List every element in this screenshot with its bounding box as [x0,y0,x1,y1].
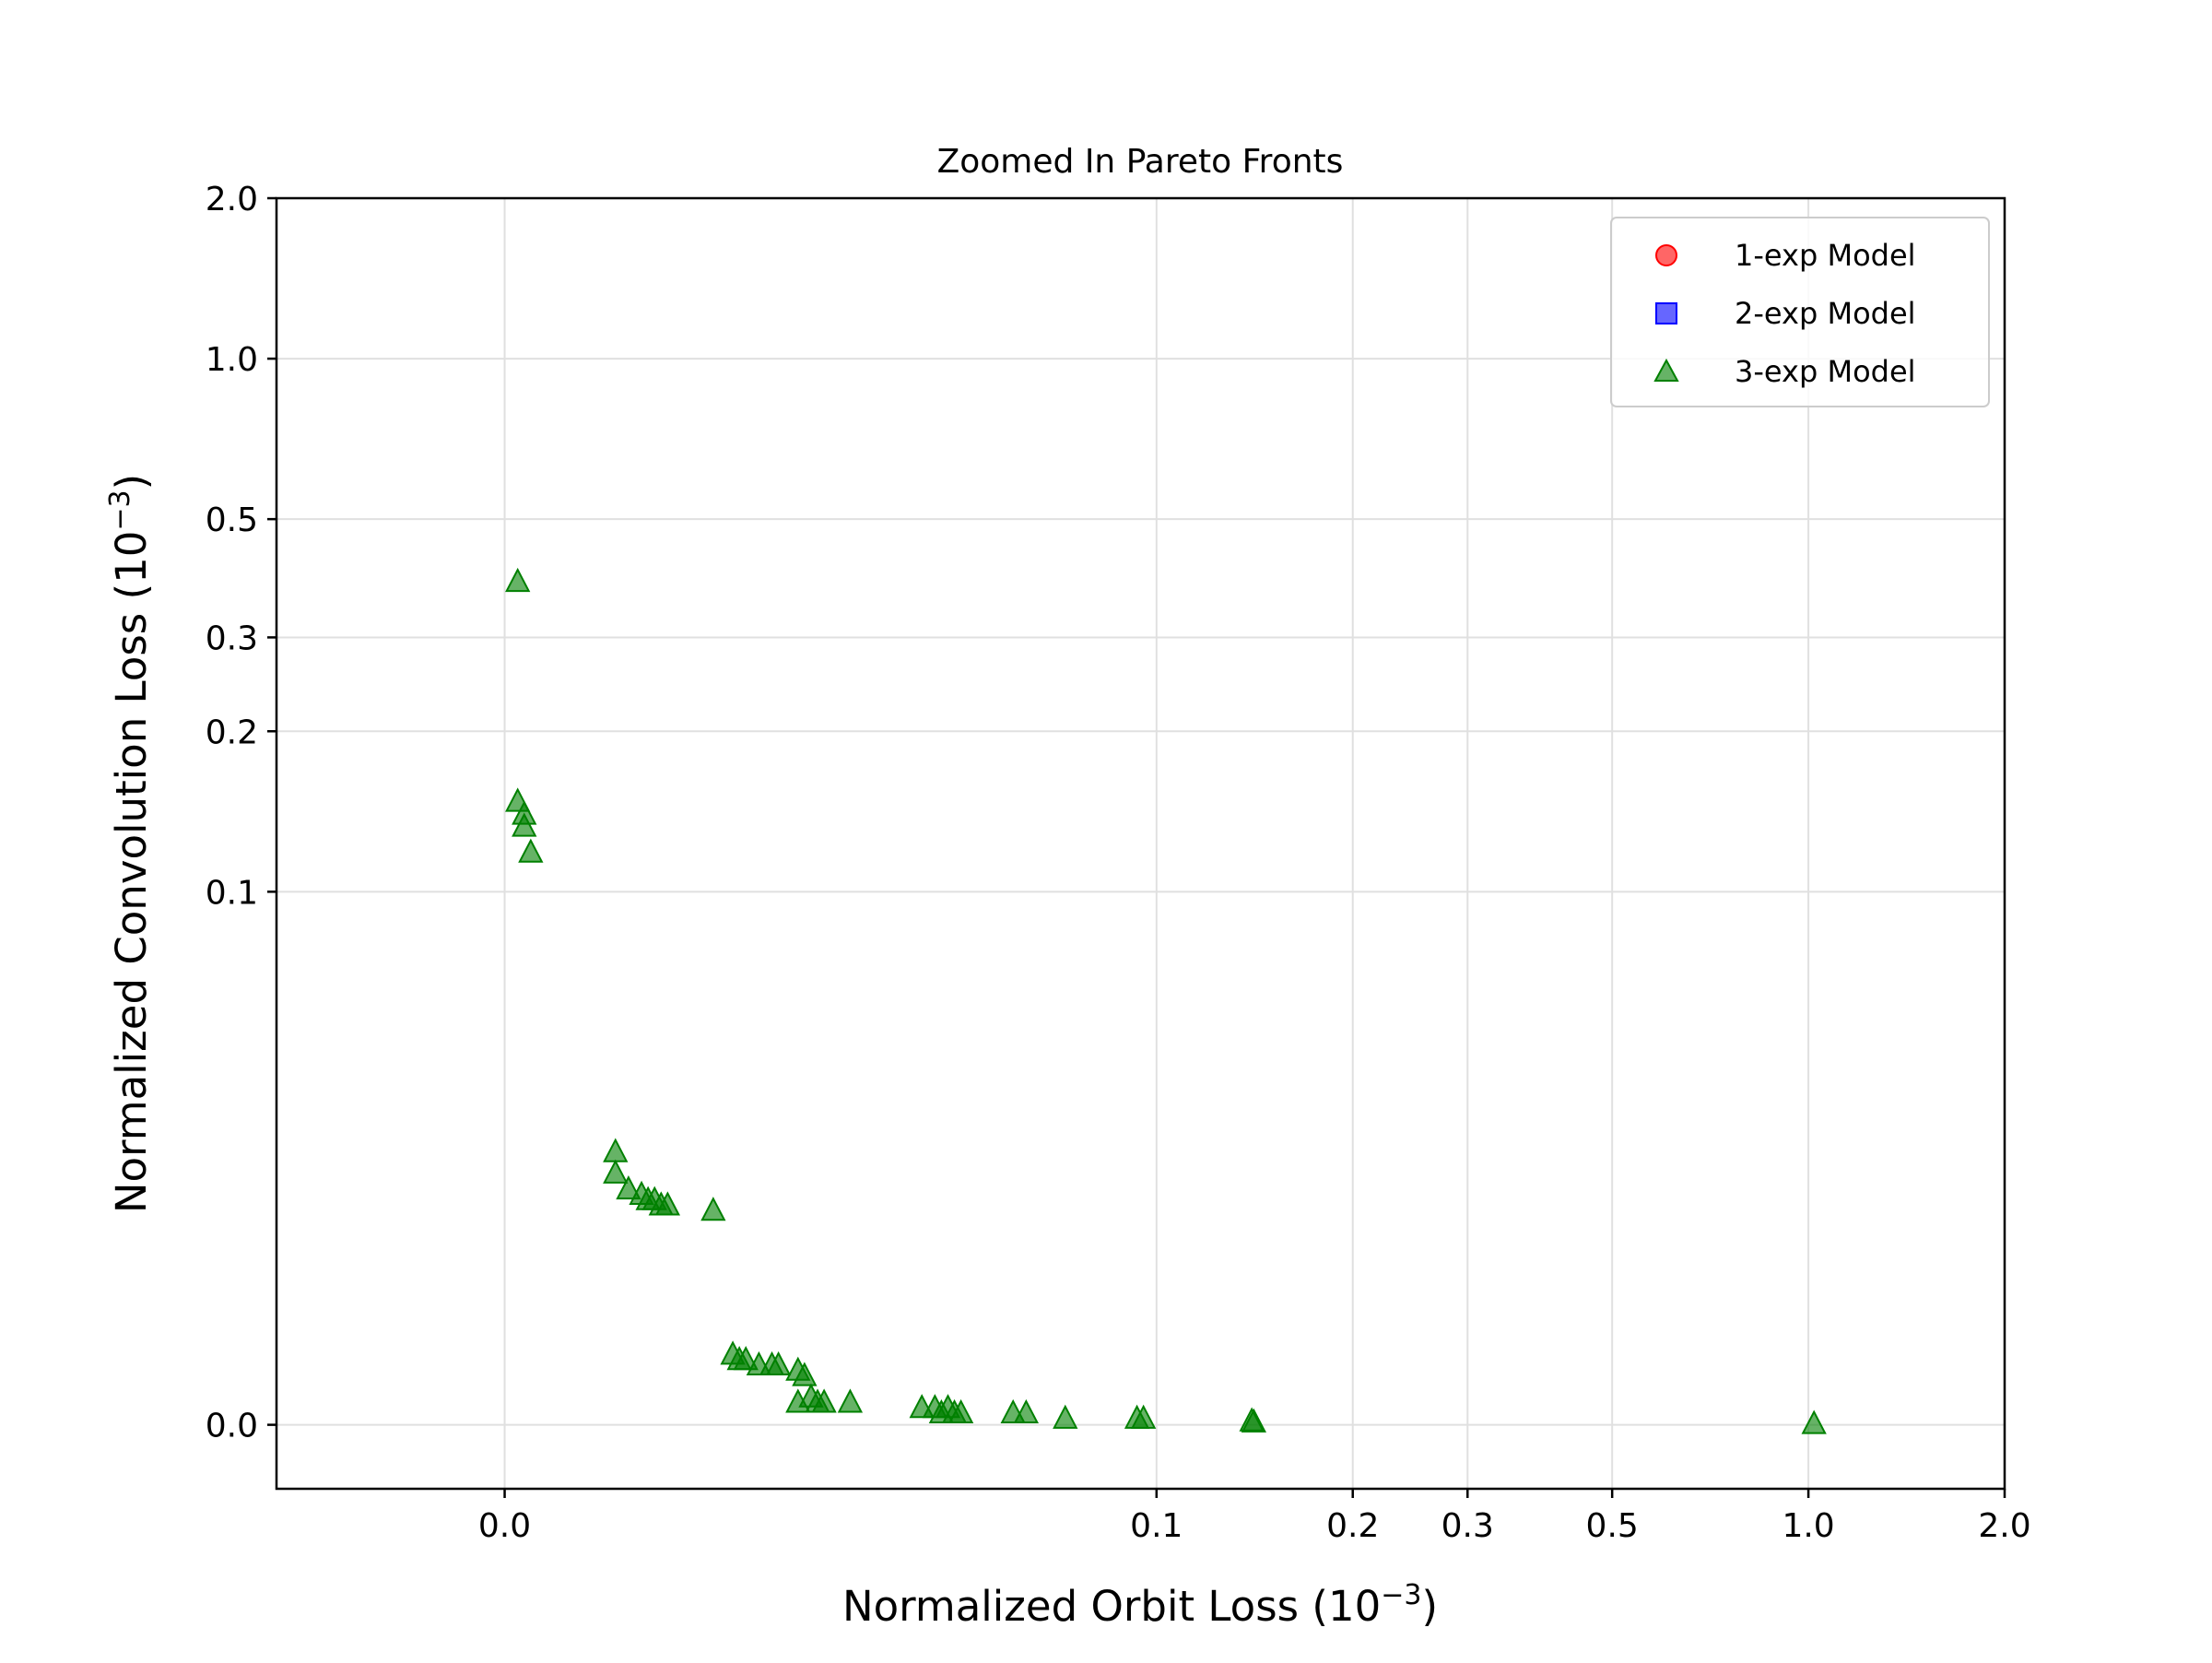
y-tick-label: 0.5 [206,501,258,539]
x-tick-label: 0.2 [1326,1507,1379,1545]
legend-marker-2-exp [1655,302,1677,324]
data-point-3-exp-model [512,812,537,837]
legend-label-1-exp: 1-exp Model [1735,238,1916,273]
data-point-3-exp-model [837,1388,864,1413]
x-tick-label: 0.3 [1441,1507,1494,1545]
data-point-3-exp-model [700,1197,726,1221]
x-tick-label: 2.0 [1978,1507,2030,1545]
data-points [505,567,1827,1434]
data-point-3-exp-model [733,1346,759,1371]
data-point-3-exp-model [616,1175,641,1200]
plot-frame [275,196,2006,1491]
chart-title: Zoomed In Pareto Fronts [937,143,1344,181]
legend-label-2-exp: 2-exp Model [1735,296,1916,331]
data-point-3-exp-model [1053,1404,1078,1429]
x-axis-label-text: Normalized Orbit Loss (10 [842,1582,1381,1631]
data-point-3-exp-model [765,1350,792,1375]
data-point-3-exp-model [792,1362,818,1386]
y-axis-label: Normalized Convolution Loss (10−3) [104,474,156,1213]
y-tick-label: 0.0 [206,1408,258,1445]
y-tick-label: 0.3 [206,619,258,657]
data-point-3-exp-model [1241,1408,1267,1433]
data-point-3-exp-model [1013,1398,1040,1424]
legend-marker-3-exp [1653,358,1679,382]
x-tick-label: 0.5 [1586,1507,1639,1545]
y-tick-label: 0.1 [206,874,258,912]
x-tick-label: 1.0 [1782,1507,1834,1545]
x-tick-label: 0.0 [478,1507,531,1545]
data-point-3-exp-model [947,1398,974,1424]
y-tick-label: 2.0 [206,181,258,218]
y-tick-label: 0.2 [206,714,258,751]
data-point-3-exp-model [603,1159,629,1184]
y-tick-label: 1.0 [206,341,258,379]
legend-box [1610,217,1990,407]
x-axis-label: Normalized Orbit Loss (10−3) [842,1579,1438,1631]
axis-ticks: 0.0 0.1 0.2 0.3 0.5 1.0 2.0 0.0 0.1 0.2 0.3 0.5 1.0 2… [206,181,2031,1545]
x-axis-close-paren: ) [1421,1582,1438,1631]
y-axis-close-paren: ) [107,474,156,490]
x-axis-exponent: −3 [1381,1579,1421,1611]
y-axis-exponent: −3 [104,489,136,530]
x-tick-label: 0.1 [1130,1507,1182,1545]
data-point-3-exp-model [505,567,531,593]
data-point-3-exp-model [811,1388,837,1413]
data-point-3-exp-model [518,838,544,863]
legend-marker-1-exp [1655,244,1677,266]
data-point-3-exp-model [654,1191,681,1216]
legend-label-3-exp: 3-exp Model [1735,354,1916,389]
y-axis-label-text: Normalized Convolution Loss (10 [107,531,156,1213]
legend: 1-exp Model 2-exp Model 3-exp Model [1610,217,1990,407]
data-point-3-exp-model [1801,1409,1827,1434]
data-point-3-exp-model [1131,1404,1157,1429]
